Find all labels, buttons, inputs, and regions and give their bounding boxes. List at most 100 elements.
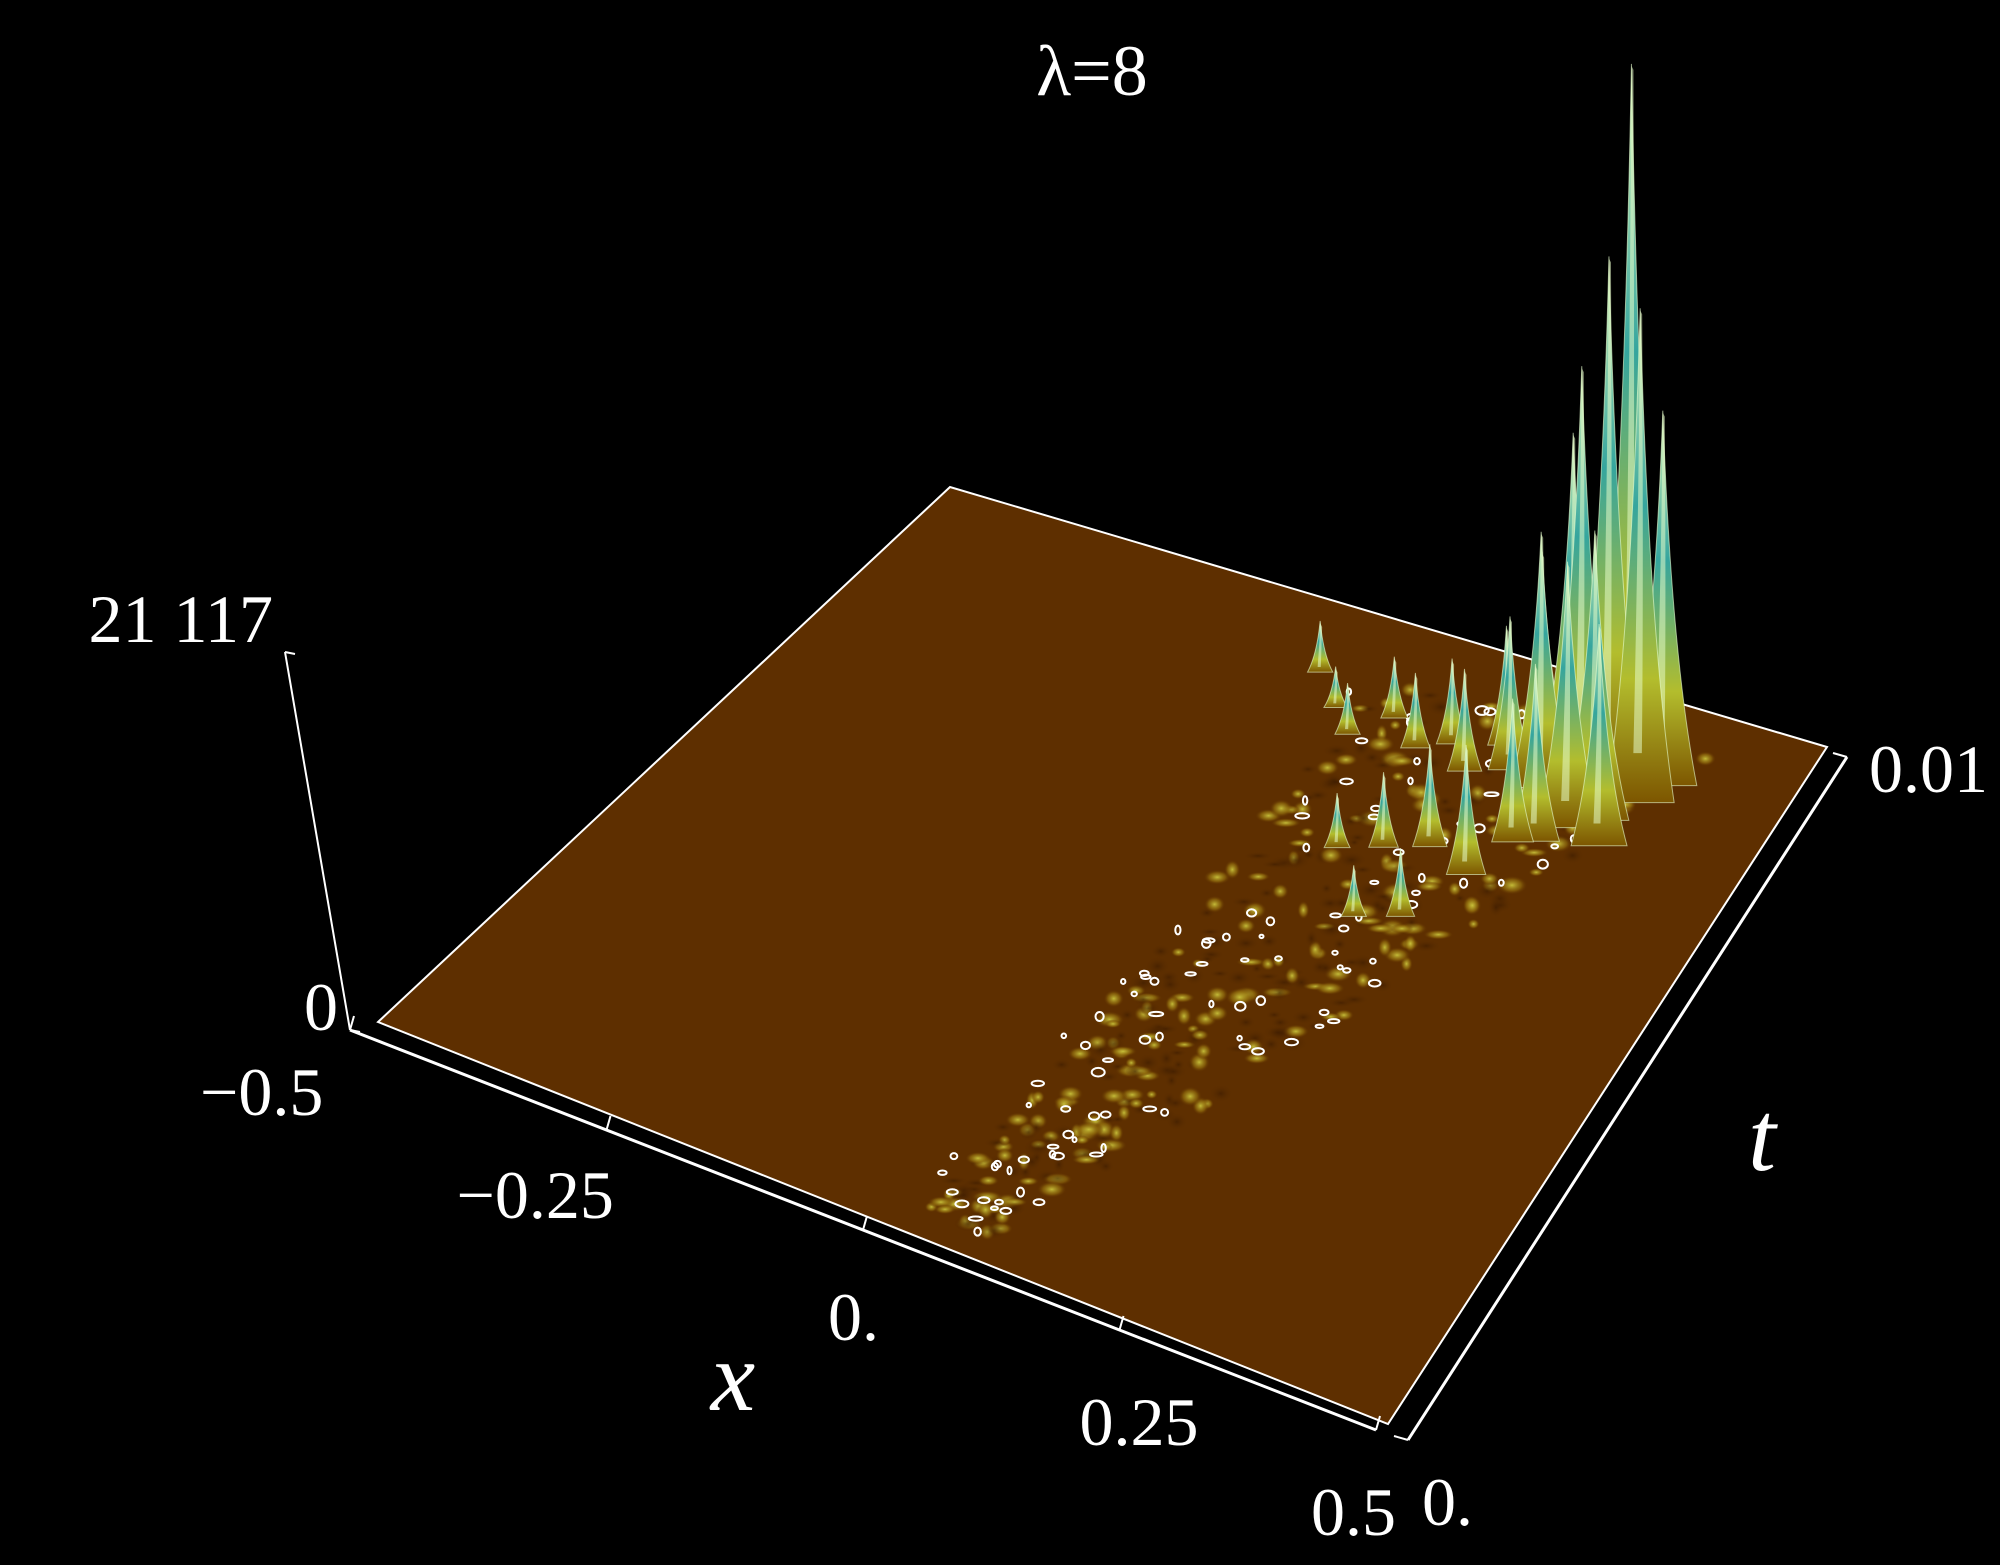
- peak: [1570, 624, 1628, 847]
- ripple-bump: [1087, 1040, 1114, 1060]
- peak: [1323, 666, 1349, 708]
- z-tick-mark: [349, 1029, 361, 1033]
- ripple-bump: [1127, 1097, 1145, 1109]
- contour-loop: [1474, 705, 1490, 716]
- contour-loop: [1184, 971, 1197, 977]
- contour-loop: [994, 1198, 1004, 1206]
- ripple-bump: [1350, 954, 1376, 972]
- contour-loop: [1051, 1151, 1065, 1161]
- ripple-bump: [1246, 871, 1271, 882]
- peak: [1368, 772, 1400, 848]
- contour-loop: [949, 1152, 959, 1161]
- contour-loop: [1367, 978, 1382, 988]
- contour-loop: [1138, 1034, 1152, 1045]
- ripple-bump: [1284, 966, 1300, 985]
- ripple-bump: [1109, 1123, 1124, 1143]
- contour-loop: [1060, 1105, 1072, 1113]
- ripple-bump: [1389, 719, 1402, 731]
- ripple-bump: [1022, 1152, 1042, 1172]
- contour-loop: [992, 1159, 1002, 1169]
- contour-loop: [1294, 812, 1311, 820]
- contour-loop: [1255, 995, 1267, 1006]
- contour-loop: [1138, 969, 1150, 977]
- x-tick-mark: [1118, 1315, 1125, 1331]
- ripple-bump: [1298, 764, 1319, 775]
- peak: [1334, 683, 1361, 735]
- ripple-bump: [1350, 808, 1377, 828]
- ripple-bump: [1332, 937, 1348, 951]
- ripple-bump: [1190, 1029, 1210, 1041]
- ripple-bump: [1176, 1006, 1192, 1026]
- contour-loop: [1246, 908, 1258, 918]
- contour-loop: [1284, 1037, 1299, 1047]
- contour-loop: [1354, 737, 1369, 745]
- x-axis-label: x: [709, 1321, 755, 1432]
- ripple-bump: [1291, 1010, 1316, 1025]
- ripple-bump: [1388, 862, 1419, 874]
- contour-loop: [1142, 1105, 1158, 1113]
- contour-loop: [1006, 1165, 1013, 1176]
- ripple-bump: [1145, 1089, 1158, 1100]
- contour-loop: [1100, 1143, 1107, 1153]
- contour-loop: [1336, 964, 1344, 971]
- peak: [1411, 744, 1448, 848]
- ripple-bump: [1315, 759, 1340, 776]
- ripple-bump: [1320, 882, 1334, 895]
- contour-loop: [999, 1206, 1013, 1215]
- peak: [1306, 620, 1334, 673]
- contour-loop: [1483, 707, 1497, 717]
- ripple-bump: [1164, 1073, 1179, 1089]
- contour-loop: [1060, 1032, 1068, 1040]
- ripple-bump: [1236, 918, 1256, 934]
- contour-loop: [1071, 1136, 1078, 1144]
- contour-loop: [1411, 889, 1421, 896]
- contour-loop: [1017, 1155, 1030, 1164]
- ripple-bump: [933, 1204, 957, 1215]
- ripple-bump: [1260, 860, 1289, 869]
- ripple-bump: [981, 1221, 1008, 1241]
- ripple-bump: [1365, 735, 1395, 753]
- x-tick-label: −0.25: [457, 1157, 614, 1233]
- x-tick-mark: [605, 1115, 612, 1131]
- ripple-bump: [1236, 1015, 1256, 1029]
- x-tick-label: 0.: [828, 1279, 879, 1355]
- ripple-bump: [1322, 744, 1352, 758]
- contour-loop: [1342, 967, 1352, 974]
- x-tick-mark: [1375, 1415, 1381, 1431]
- x-tick-label: −0.5: [200, 1054, 323, 1130]
- ripple-bump: [1205, 986, 1230, 1004]
- contour-lines: [937, 687, 1672, 1237]
- ripple-bump: [1415, 881, 1444, 892]
- ripple-bump: [1042, 1149, 1075, 1163]
- z-ticks: 0 21 117: [89, 581, 361, 1045]
- ripple-bump: [1067, 1046, 1093, 1061]
- contour-loop: [1080, 1040, 1091, 1051]
- ripple-bump: [1171, 1058, 1186, 1071]
- ripple-bump: [1158, 976, 1182, 993]
- ripple-bump: [1166, 1112, 1188, 1131]
- contour-loop: [973, 1226, 982, 1237]
- contour-loop: [1222, 932, 1231, 942]
- contour-loop: [977, 1196, 991, 1205]
- ripple-bump: [1103, 989, 1125, 1008]
- contour-loop: [1459, 877, 1469, 889]
- ripple-bump: [1403, 915, 1420, 930]
- ripple-bump: [1232, 935, 1260, 951]
- contour-loop: [1208, 999, 1215, 1009]
- ripple-bump: [1262, 1025, 1294, 1040]
- t-axis-line: [1406, 756, 1849, 1441]
- ripple-bump: [1028, 1118, 1044, 1136]
- ripple-bump: [1001, 1200, 1027, 1217]
- ripple-bump: [1372, 977, 1394, 993]
- ripple-bump: [1250, 963, 1263, 974]
- contour-loop: [1090, 1066, 1106, 1078]
- ripple-bump: [1270, 818, 1301, 828]
- peak: [1340, 865, 1368, 917]
- ripple-bump: [1206, 1005, 1229, 1022]
- contour-loop: [1536, 858, 1549, 870]
- contour-loop: [1302, 842, 1311, 853]
- ripple-bump: [1108, 1062, 1127, 1072]
- ripple-bump: [1170, 947, 1186, 958]
- contour-loop: [1102, 1057, 1114, 1063]
- ripple-bump: [992, 1121, 1014, 1133]
